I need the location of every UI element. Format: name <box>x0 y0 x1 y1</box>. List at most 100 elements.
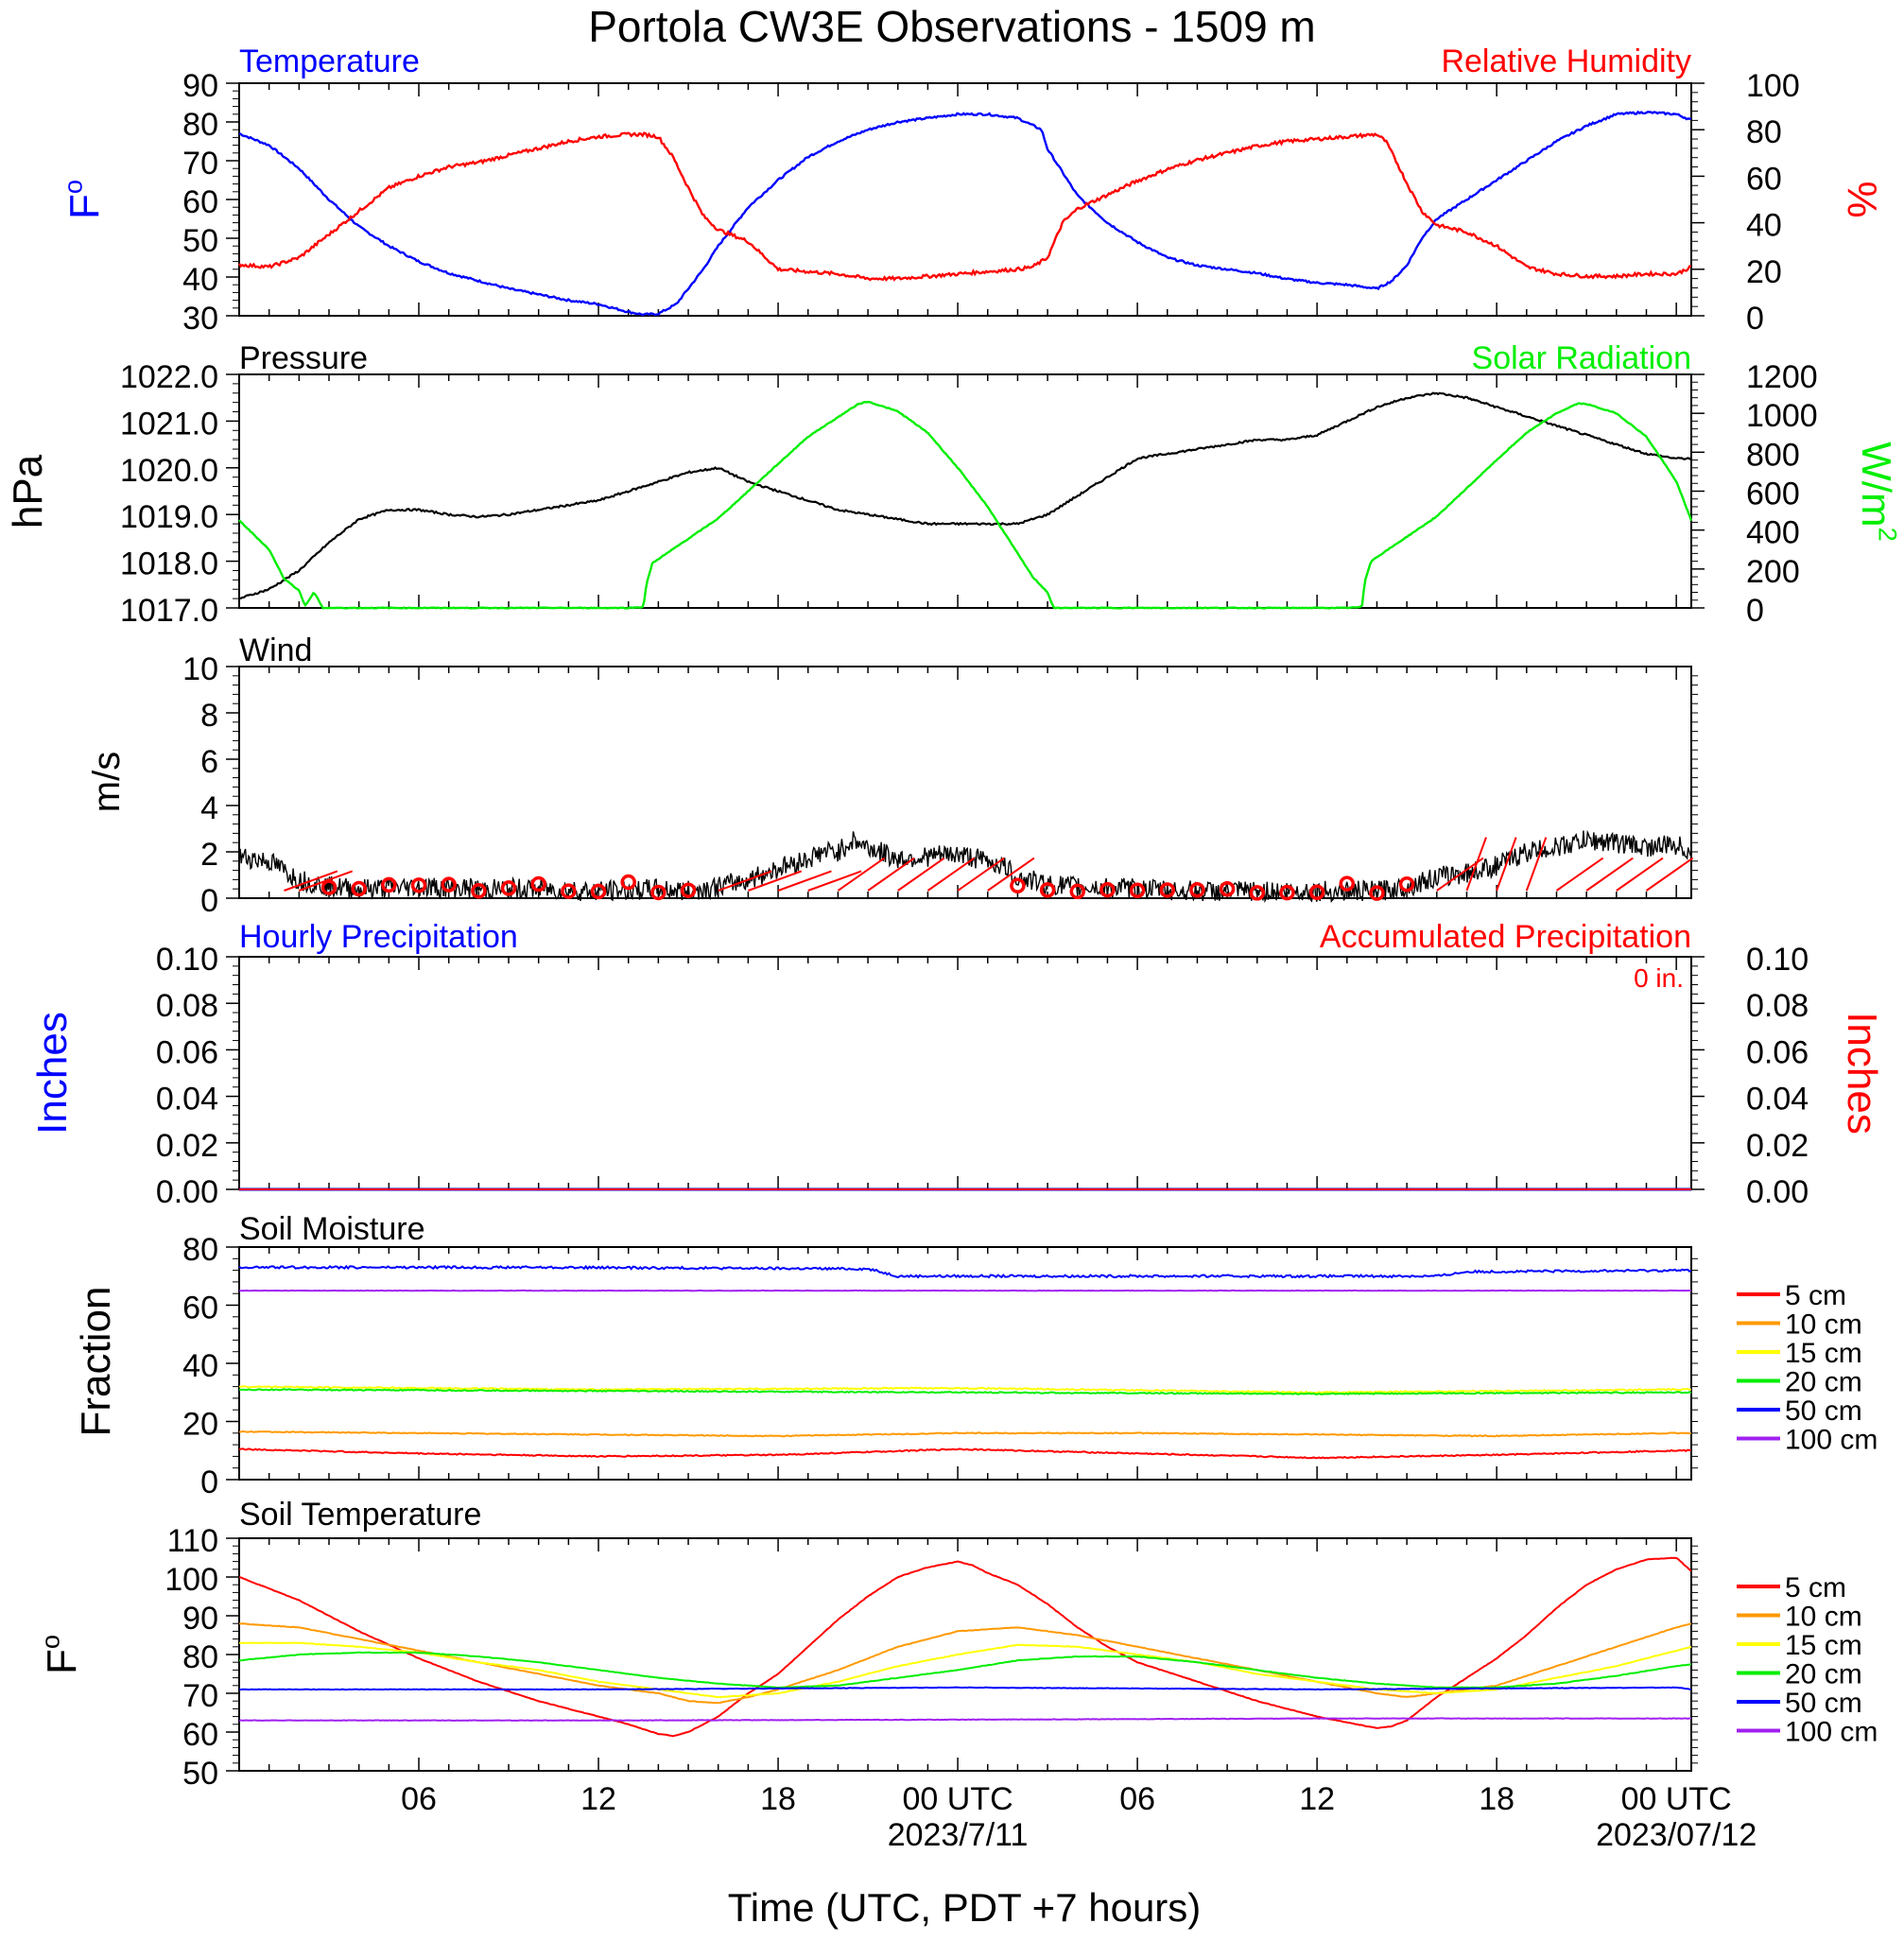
moisture-tick-label: 80 <box>182 1232 218 1268</box>
calm-wind-marker <box>320 879 338 895</box>
hourly-precip-title: Hourly Precipitation <box>239 919 518 955</box>
rh-tick-label: 100 <box>1746 68 1800 104</box>
pressure-title: Pressure <box>239 340 368 376</box>
moisture-tick-label: 40 <box>182 1348 218 1384</box>
wind-direction-staff <box>987 857 1035 892</box>
series-temperature-line <box>238 110 1692 317</box>
calm-wind-marker <box>471 883 487 899</box>
calm-wind-marker <box>1219 881 1236 897</box>
soil-temp-tick-label: 100 <box>164 1562 218 1598</box>
wind-direction-staff <box>718 870 772 892</box>
precip-left-tick-label: 0.06 <box>156 1034 218 1070</box>
precip-right-tick-label: 0.06 <box>1746 1034 1809 1070</box>
rh-tick-label: 0 <box>1746 301 1764 337</box>
series-pressure-line <box>238 391 1692 600</box>
calm-wind-marker <box>351 880 367 897</box>
calm-wind-marker <box>1339 875 1356 892</box>
x-tick-label: 12 <box>580 1781 616 1817</box>
series-soiltemp-20cm-line <box>238 1651 1692 1690</box>
wind-direction-staff <box>807 870 862 892</box>
wind-direction-staff <box>957 857 1005 892</box>
legend-label: 20 cm <box>1785 1367 1862 1398</box>
calm-wind-marker <box>680 882 697 898</box>
soil-temp-tick-label: 60 <box>182 1717 218 1753</box>
calm-wind-marker <box>1189 882 1205 898</box>
wind-tick-label: 6 <box>200 744 218 780</box>
wind-direction-staff <box>1555 857 1604 892</box>
series-soiltemp-50cm-line <box>238 1686 1692 1691</box>
wind-panel: 0 2 4 6 8 10 <box>182 651 1698 919</box>
soil-temp-tick-label: 80 <box>182 1639 218 1675</box>
wind-frame <box>238 666 1692 899</box>
wind-direction-staff <box>897 857 945 892</box>
calm-wind-marker <box>410 877 427 893</box>
legend-label: 50 cm <box>1785 1688 1862 1719</box>
x-axis-label: Time (UTC, PDT +7 hours) <box>728 1885 1202 1930</box>
wind-direction-staff <box>837 857 886 892</box>
x-tick-label: 12 <box>1299 1781 1335 1817</box>
legend-label: 15 cm <box>1785 1338 1862 1369</box>
calm-wind-marker <box>1398 876 1415 893</box>
pressure-axis-label: hPa <box>5 454 51 529</box>
wind-axis-label: m/s <box>86 752 128 812</box>
series-solar-line <box>238 400 1693 610</box>
temp-tick-label: 60 <box>182 184 218 220</box>
wind-direction-staff <box>777 870 832 892</box>
soil-temp-tick-label: 110 <box>167 1523 218 1559</box>
precip-left-tick-label: 0.02 <box>156 1128 218 1164</box>
series-soiltemp-100cm-line <box>238 1717 1692 1722</box>
precip-left-axis-label: Inches <box>29 1012 76 1135</box>
precip-right-tick-label: 0.10 <box>1746 942 1809 978</box>
x-tick-label: 18 <box>760 1781 796 1817</box>
legend-label: 20 cm <box>1785 1659 1862 1690</box>
calm-wind-marker <box>441 876 457 893</box>
x-tick-date: 2023/7/11 <box>888 1817 1029 1853</box>
pressure-tick-label: 1019.0 <box>120 499 218 535</box>
wind-direction-staff <box>748 870 803 892</box>
legend-label: 10 cm <box>1785 1602 1862 1633</box>
series-humidity-line <box>237 131 1692 282</box>
solar-tick-label: 800 <box>1746 437 1800 473</box>
wind-direction-staff <box>1616 857 1664 892</box>
soil-moisture-title: Soil Moisture <box>239 1211 425 1247</box>
soil-temp-tick-label: 70 <box>182 1678 218 1714</box>
wind-direction-staff <box>284 870 338 892</box>
temperature-title: Temperature <box>239 43 420 79</box>
rh-tick-label: 60 <box>1746 161 1782 197</box>
calm-wind-marker <box>1249 885 1266 901</box>
wind-tick-label: 8 <box>200 698 218 734</box>
temp-tick-label: 50 <box>182 223 218 259</box>
temp-tick-label: 70 <box>182 146 218 182</box>
wind-tick-label: 2 <box>200 837 218 873</box>
calm-wind-marker <box>1369 885 1385 901</box>
legend-label: 5 cm <box>1785 1572 1846 1603</box>
solar-title: Solar Radiation <box>1472 340 1691 376</box>
x-tick-label: 18 <box>1479 1781 1515 1817</box>
precip-left-tick-label: 0.00 <box>156 1174 218 1210</box>
temp-tick-label: 90 <box>182 68 218 104</box>
soil-temp-tick-label: 50 <box>182 1756 218 1792</box>
soil-temp-tick-label: 90 <box>182 1601 218 1637</box>
solar-axis-label: W/m2 <box>1853 442 1903 542</box>
moisture-tick-label: 20 <box>182 1407 218 1443</box>
rh-tick-label: 40 <box>1746 208 1782 244</box>
accum-precip-total: 0 in. <box>1634 963 1684 993</box>
humidity-axis-label: % <box>1839 181 1885 217</box>
precip-left-tick-label: 0.04 <box>156 1082 218 1118</box>
rh-tick-label: 80 <box>1746 114 1782 150</box>
soil-temp-axis-label: Fo <box>35 1635 85 1674</box>
pressure-tick-label: 1022.0 <box>120 359 218 395</box>
calm-wind-marker <box>381 876 397 893</box>
series-moisture-10cm-line <box>239 1430 1692 1438</box>
wind-tick-label: 4 <box>200 790 218 826</box>
wind-direction-staff <box>1465 837 1487 892</box>
legend-label: 5 cm <box>1785 1280 1846 1311</box>
temperature-axis-label: Fo <box>58 180 108 219</box>
solar-tick-label: 1000 <box>1746 398 1818 434</box>
wind-tick-label: 0 <box>200 883 218 919</box>
x-tick-label: 06 <box>1119 1781 1155 1817</box>
pressure-tick-label: 1020.0 <box>120 453 218 489</box>
